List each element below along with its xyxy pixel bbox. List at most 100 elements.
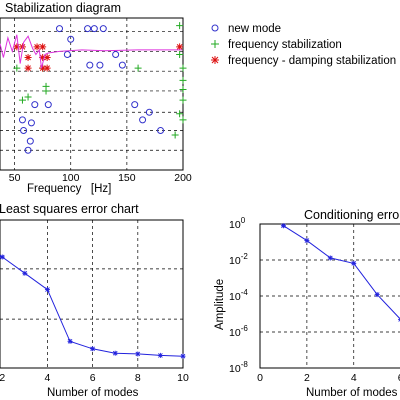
new-mode-point — [145, 108, 153, 116]
new-mode-point — [84, 25, 92, 33]
y-tick-label: 10-2 — [229, 252, 248, 267]
frequency-damping-point — [39, 64, 47, 72]
least-squares-title: Least squares error chart — [0, 202, 139, 216]
y-tick-exponent: 0 — [241, 216, 246, 225]
legend-new-mode-label: new mode — [228, 23, 281, 35]
frequency-stabilization-point — [179, 85, 187, 93]
data-point — [374, 292, 380, 298]
data-point — [135, 351, 141, 357]
data-point — [44, 287, 50, 293]
frequency-damping-point — [176, 43, 184, 51]
data-point — [280, 223, 286, 229]
data-point — [180, 353, 186, 359]
legend-item-new-mode: new mode — [211, 23, 281, 35]
legend-new-mode-marker — [211, 24, 219, 32]
y-tick-exponent: -4 — [241, 288, 249, 297]
stabilization-axes-box — [0, 17, 184, 171]
x-tick-label: 150 — [118, 172, 136, 184]
series-line — [0, 255, 184, 357]
new-mode-point — [20, 126, 28, 134]
frequency-stabilization-point — [176, 110, 184, 118]
conditioning-chart: Conditioning erro 0246 10010-210-410-610… — [214, 208, 400, 399]
conditioning-y-ticks: 100 10-2 10-4 10-6 10-8 — [229, 216, 248, 375]
new-mode-point — [44, 101, 52, 109]
y-tick-exponent: -6 — [241, 324, 249, 333]
frequency-stabilization-point — [24, 93, 32, 101]
data-point — [351, 260, 357, 266]
stabilization-chart: Stabilization diagram 50 100 150 200 Freque… — [0, 1, 396, 195]
series-line — [283, 225, 400, 320]
stabilization-legend: new mode frequency stabilization frequen… — [211, 23, 396, 67]
new-mode-point — [112, 50, 120, 58]
stabilization-marks — [0, 22, 187, 154]
frequency-damping-point — [24, 54, 32, 62]
stabilization-x-ticks: 50 100 150 200 — [9, 172, 192, 184]
legend-asterisk-marker — [211, 56, 219, 64]
new-mode-point — [31, 101, 39, 109]
x-tick-label: 4 — [351, 372, 357, 384]
frequency-damping-point — [13, 43, 21, 51]
data-point — [67, 338, 73, 344]
frequency-stabilization-point — [42, 82, 50, 90]
y-tick-exponent: -8 — [241, 360, 249, 369]
y-tick-label: 10-6 — [229, 324, 248, 339]
stabilization-x-label: Frequency [Hz] — [27, 183, 111, 195]
new-mode-point — [18, 116, 26, 124]
new-mode-point — [26, 137, 34, 145]
least-squares-x-ticks: 2 4 6 8 10 — [0, 372, 189, 384]
x-tick-label: 8 — [135, 372, 141, 384]
frequency-damping-point — [24, 64, 32, 72]
conditioning-y-label: Amplitude — [214, 279, 226, 330]
legend-frequency-stabilization-label: frequency stabilization — [228, 39, 342, 51]
x-tick-label: 2 — [304, 372, 310, 384]
conditioning-x-ticks: 0 2 4 6 — [257, 372, 400, 384]
x-tick-label: 6 — [90, 372, 96, 384]
new-mode-point — [90, 25, 98, 33]
data-point — [304, 238, 310, 244]
frequency-stabilization-point — [134, 64, 142, 72]
y-tick-exponent: -2 — [241, 252, 249, 261]
new-mode-point — [157, 126, 165, 134]
legend-item-frequency-stabilization: frequency stabilization — [211, 39, 342, 51]
legend-frequency-damping-label: frequency - damping stabilization — [228, 55, 396, 67]
new-mode-point — [56, 25, 64, 33]
x-tick-label: 4 — [45, 372, 51, 384]
conditioning-title: Conditioning erro — [304, 208, 399, 222]
frequency-stabilization-point — [171, 131, 179, 139]
y-tick-label: 10-4 — [229, 288, 248, 303]
y-tick-label: 10-8 — [229, 360, 248, 375]
conditioning-x-label: Number of modes — [306, 387, 398, 399]
x-tick-label: 2 — [0, 372, 5, 384]
new-mode-point — [27, 119, 35, 127]
x-tick-label: 50 — [9, 172, 21, 184]
x-tick-label: 10 — [177, 372, 189, 384]
data-point — [157, 352, 163, 358]
frequency-stabilization-point — [179, 96, 187, 104]
new-mode-point — [67, 35, 75, 43]
frequency-damping-point — [39, 43, 47, 51]
new-mode-point — [96, 61, 104, 69]
legend-item-frequency-damping-stabilization: frequency - damping stabilization — [211, 55, 396, 67]
least-squares-x-label: Number of modes — [47, 387, 139, 399]
frequency-stabilization-point — [176, 22, 184, 30]
x-tick-label: 6 — [398, 372, 400, 384]
least-squares-grid — [0, 220, 183, 368]
least-squares-axes-box — [0, 219, 184, 369]
y-tick-label: 100 — [229, 216, 246, 231]
frequency-damping-point — [43, 64, 51, 72]
frequency-stabilization-point — [179, 64, 187, 72]
data-point — [112, 350, 118, 356]
frequency-stabilization-point — [18, 96, 26, 104]
new-mode-point — [99, 25, 107, 33]
frequency-stabilization-point — [13, 64, 21, 72]
new-mode-point — [139, 116, 147, 124]
conditioning-marks — [280, 223, 400, 322]
frequency-stabilization-point — [179, 116, 187, 124]
x-tick-label: 0 — [257, 372, 263, 384]
stabilization-title: Stabilization diagram — [5, 1, 121, 15]
least-squares-chart: Least squares error chart 2 4 6 8 10 Number … — [0, 202, 189, 399]
least-squares-marks — [0, 254, 186, 359]
new-mode-point — [63, 50, 71, 58]
new-mode-point — [118, 61, 126, 69]
